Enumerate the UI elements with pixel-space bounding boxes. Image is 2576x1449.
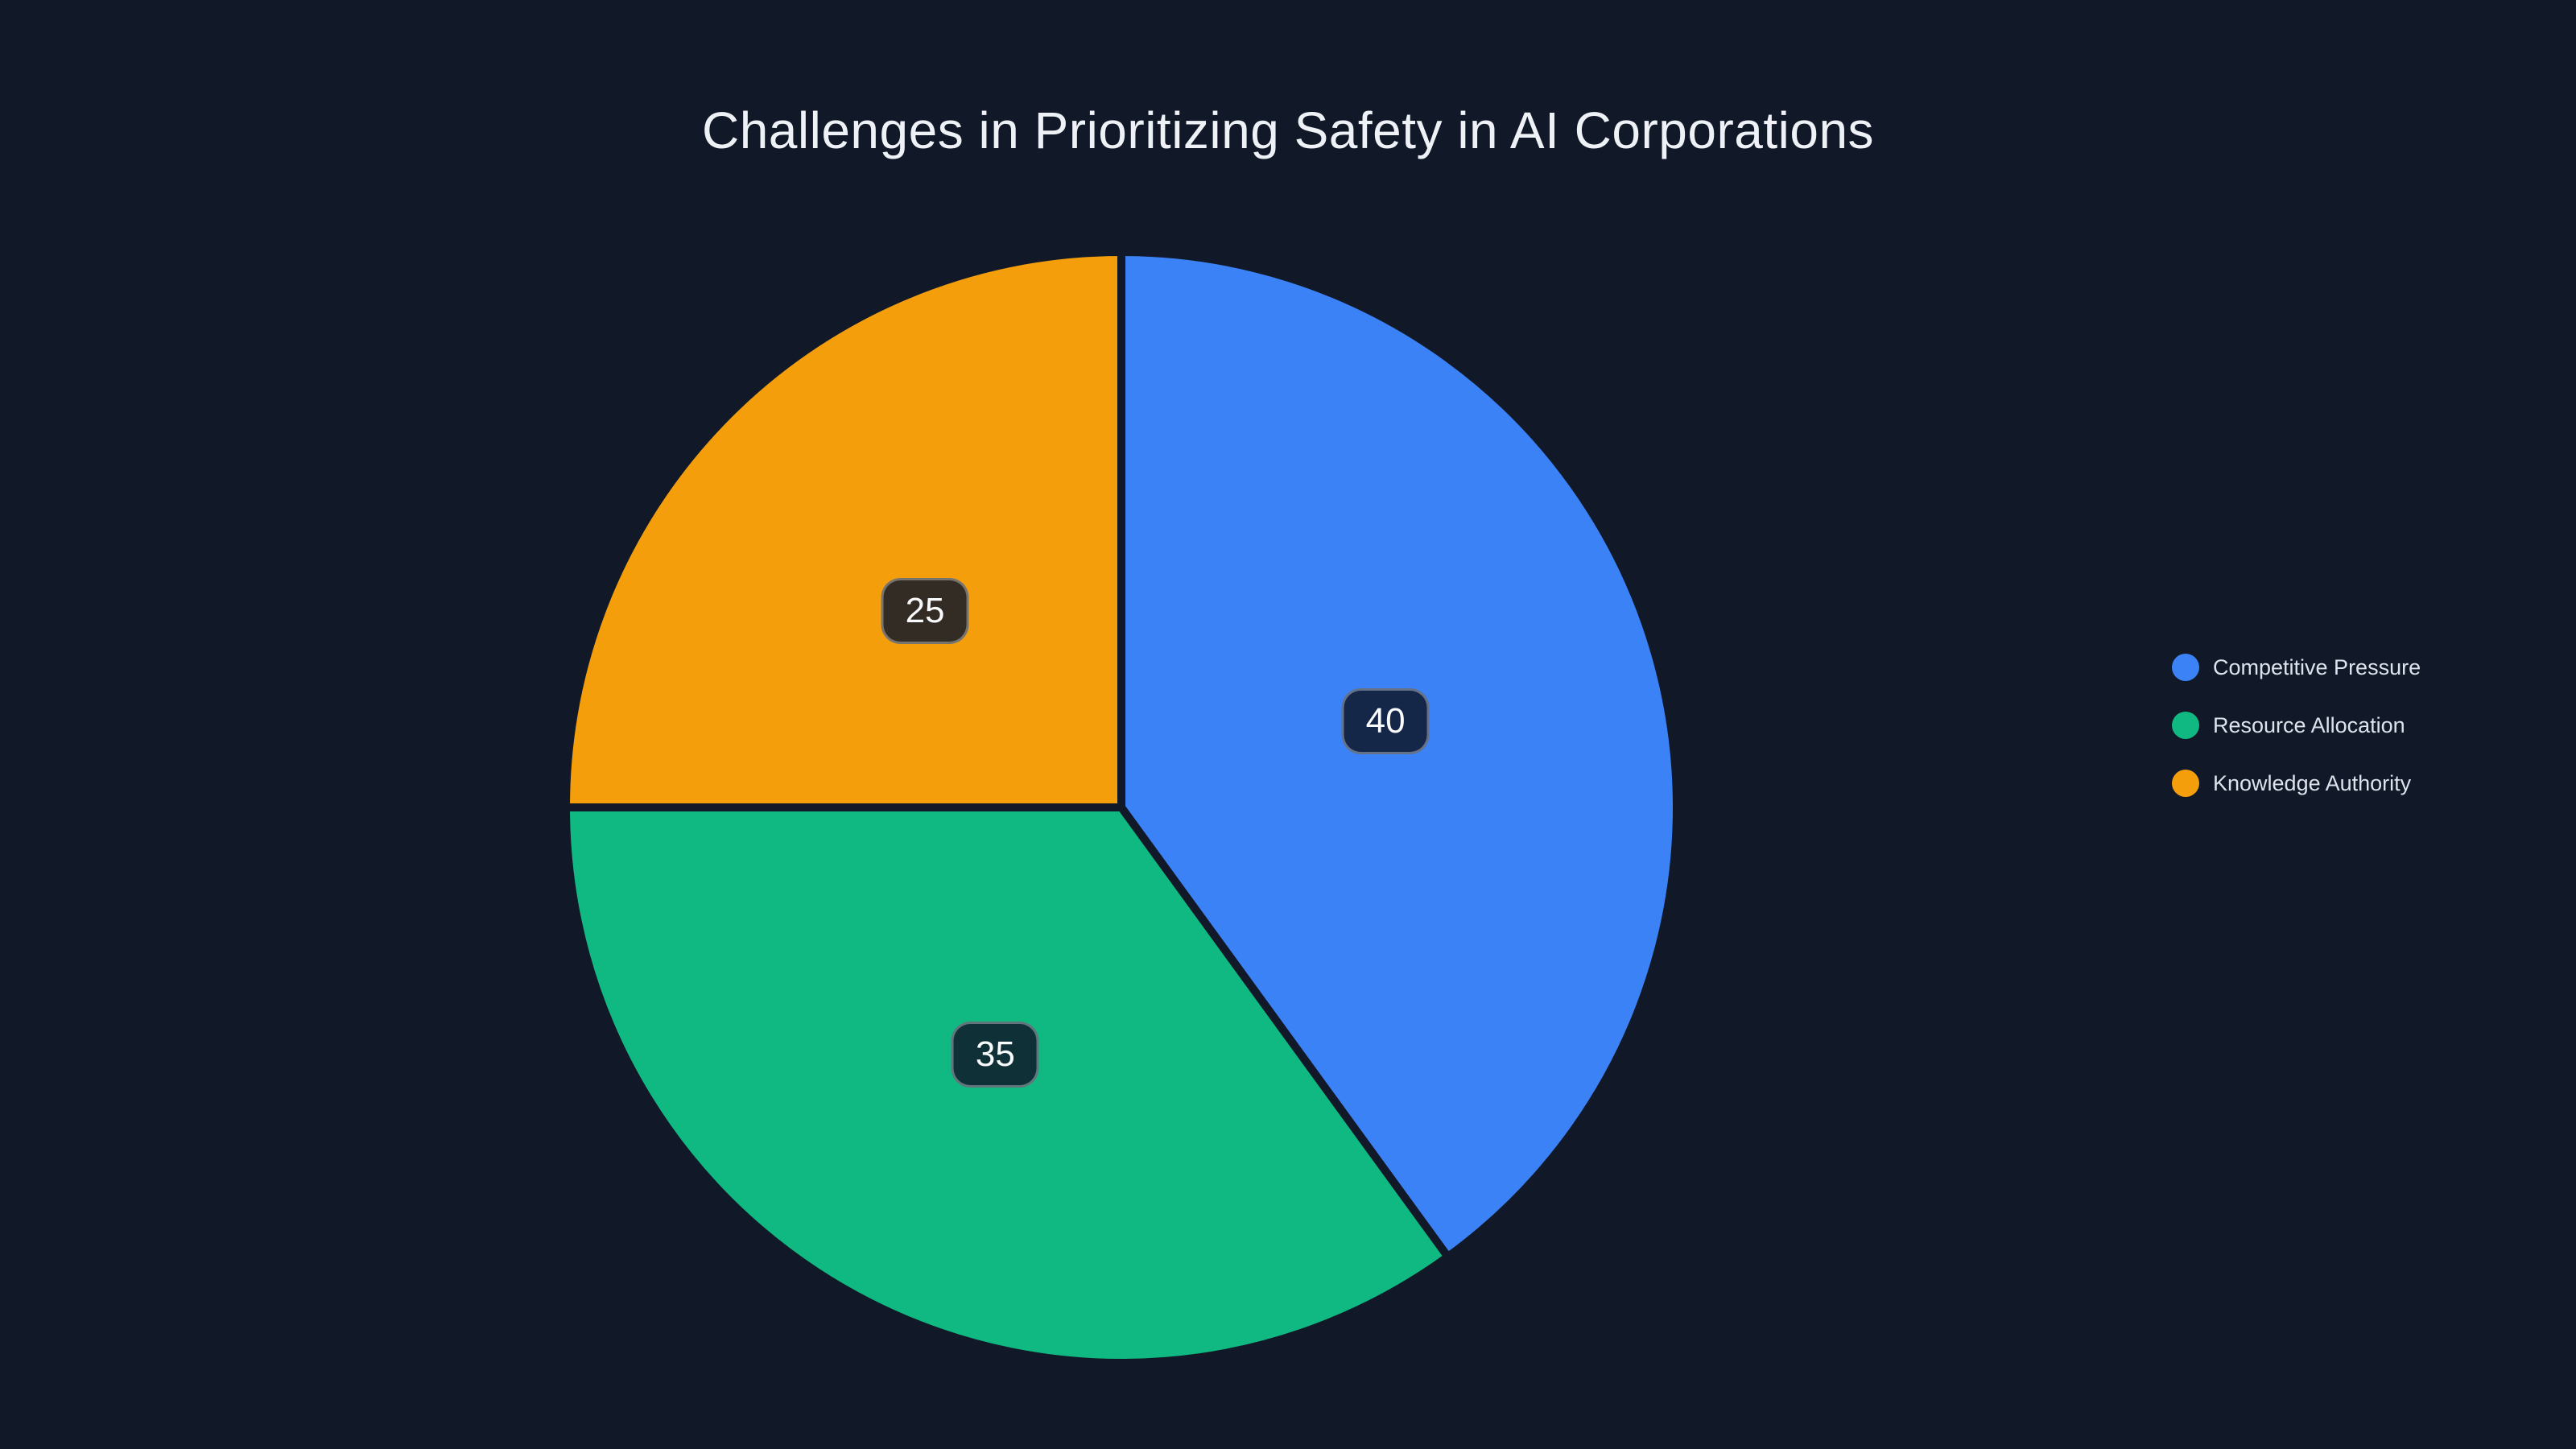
pie-slice-2[interactable] — [562, 248, 1125, 811]
legend-item-knowledge-authority[interactable]: Knowledge Authority — [2172, 770, 2421, 797]
value-label-badge: 35 — [951, 1022, 1039, 1088]
legend-swatch-icon — [2172, 654, 2199, 681]
value-label-badge: 40 — [1341, 688, 1430, 755]
legend-item-competitive-pressure[interactable]: Competitive Pressure — [2172, 654, 2421, 681]
legend-label: Knowledge Authority — [2213, 770, 2412, 795]
chart-title: Challenges in Prioritizing Safety in AI … — [701, 101, 1875, 159]
legend-label: Competitive Pressure — [2213, 654, 2421, 679]
legend-swatch-icon — [2172, 712, 2199, 739]
legend: Competitive Pressure Resource Allocation… — [2172, 654, 2421, 828]
value-label-badge: 25 — [881, 578, 969, 645]
pie-chart — [562, 248, 1681, 1367]
legend-swatch-icon — [2172, 770, 2199, 797]
legend-item-resource-allocation[interactable]: Resource Allocation — [2172, 712, 2421, 739]
legend-label: Resource Allocation — [2213, 712, 2405, 737]
